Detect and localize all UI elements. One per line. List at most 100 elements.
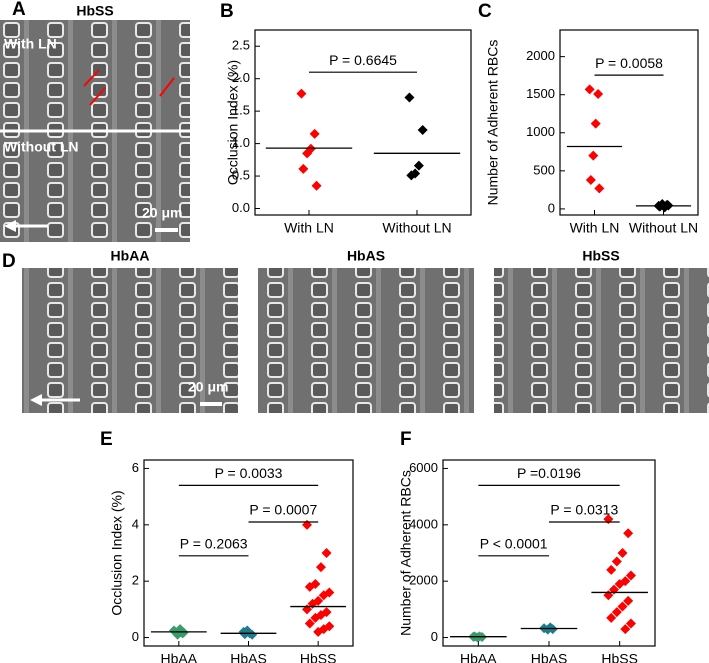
data-point bbox=[311, 180, 322, 191]
data-point bbox=[310, 612, 321, 623]
y-tick-label: 0 bbox=[431, 629, 438, 644]
data-point bbox=[309, 128, 320, 139]
x-tick-label: HbAS bbox=[230, 651, 267, 663]
flow-arrow-head bbox=[4, 220, 16, 232]
flow-arrow-head bbox=[30, 394, 42, 406]
data-point bbox=[606, 564, 617, 575]
panel-label: E bbox=[100, 429, 113, 450]
data-point bbox=[620, 624, 631, 635]
y-tick-label: 2.5 bbox=[232, 38, 250, 53]
micrograph bbox=[22, 268, 238, 413]
y-axis-label: Occlusion Index (%) bbox=[225, 60, 241, 185]
y-tick-label: 1.5 bbox=[232, 103, 250, 118]
data-point bbox=[406, 170, 417, 181]
x-tick-label: With LN bbox=[284, 220, 334, 236]
data-point bbox=[623, 595, 634, 606]
scale-label: 20 μm bbox=[142, 205, 182, 221]
data-point bbox=[593, 88, 604, 99]
data-point bbox=[594, 183, 605, 194]
image-label: With LN bbox=[4, 36, 57, 52]
x-tick-label: HbSS bbox=[601, 651, 638, 663]
p-value: P = 0.0313 bbox=[550, 502, 618, 518]
x-tick-label: With LN bbox=[570, 220, 620, 236]
data-point bbox=[617, 548, 628, 558]
data-point bbox=[625, 570, 636, 581]
image-title: HbSS bbox=[76, 3, 113, 19]
y-tick-label: 6000 bbox=[409, 460, 438, 475]
data-point bbox=[611, 607, 622, 618]
p-value: P = 0.6645 bbox=[329, 52, 397, 68]
p-value: P = 0.2063 bbox=[180, 536, 248, 552]
p-value: P =0.0196 bbox=[517, 465, 581, 481]
y-axis-label: Occlusion Index (%) bbox=[109, 490, 125, 615]
y-tick-label: 0.5 bbox=[232, 167, 250, 182]
data-point bbox=[304, 581, 315, 592]
y-tick-label: 1000 bbox=[526, 124, 555, 139]
p-value: P = 0.0033 bbox=[215, 465, 283, 481]
x-tick-label: HbAA bbox=[460, 651, 497, 663]
x-tick-label: Without LN bbox=[629, 220, 698, 236]
y-tick-label: 1.0 bbox=[232, 135, 250, 150]
y-tick-label: 500 bbox=[533, 162, 555, 177]
data-point bbox=[617, 601, 628, 612]
data-point bbox=[318, 590, 329, 601]
p-value: P < 0.0001 bbox=[480, 536, 548, 552]
image-title: HbAA bbox=[111, 248, 150, 264]
data-point bbox=[417, 124, 428, 135]
x-tick-label: HbAS bbox=[531, 651, 568, 663]
micrograph bbox=[258, 268, 474, 413]
data-point bbox=[623, 528, 634, 539]
data-point bbox=[315, 562, 326, 573]
x-tick-label: HbSS bbox=[300, 651, 337, 663]
data-point bbox=[302, 519, 313, 530]
data-point bbox=[296, 88, 307, 99]
image-title: HbAS bbox=[347, 248, 385, 264]
x-tick-label: Without LN bbox=[382, 220, 451, 236]
image-title: HbSS bbox=[582, 248, 619, 264]
data-point bbox=[542, 624, 553, 635]
arrow bbox=[89, 87, 106, 106]
y-tick-label: 1500 bbox=[526, 86, 555, 101]
y-tick-label: 6 bbox=[132, 460, 139, 475]
y-tick-label: 4 bbox=[132, 516, 139, 531]
data-point bbox=[302, 148, 313, 159]
data-point bbox=[304, 618, 315, 629]
p-value: P = 0.0058 bbox=[595, 55, 663, 71]
data-point bbox=[588, 150, 599, 161]
y-axis-label: Number of Adherent RBCs bbox=[398, 470, 414, 636]
y-tick-label: 2000 bbox=[526, 48, 555, 63]
data-point bbox=[590, 118, 601, 129]
p-value: P = 0.0007 bbox=[249, 502, 317, 518]
scale-label: 20 μm bbox=[188, 379, 228, 395]
data-point bbox=[298, 163, 309, 174]
panel-label: C bbox=[478, 1, 492, 22]
panel-label: D bbox=[2, 251, 16, 272]
y-tick-label: 4000 bbox=[409, 516, 438, 531]
data-point bbox=[584, 84, 595, 95]
data-point bbox=[313, 626, 324, 637]
data-point bbox=[614, 579, 625, 589]
data-point bbox=[654, 201, 665, 212]
arrow bbox=[159, 77, 175, 97]
y-tick-label: 0 bbox=[132, 629, 139, 644]
data-point bbox=[413, 160, 424, 171]
data-point bbox=[606, 612, 617, 623]
panel-label: A bbox=[12, 0, 26, 20]
data-point bbox=[611, 556, 622, 567]
y-tick-label: 2000 bbox=[409, 573, 438, 588]
y-tick-label: 2.0 bbox=[232, 70, 250, 85]
image-label: Without LN bbox=[4, 139, 79, 155]
plot-frame bbox=[559, 29, 699, 216]
data-point bbox=[585, 174, 596, 185]
plot-frame bbox=[254, 29, 472, 216]
y-tick-label: 0.0 bbox=[232, 200, 250, 215]
y-tick-label: 0 bbox=[548, 200, 555, 215]
panel-label: B bbox=[220, 1, 234, 22]
micrograph bbox=[494, 268, 709, 413]
data-point bbox=[625, 618, 636, 629]
arrow bbox=[83, 69, 100, 87]
y-tick-label: 2 bbox=[132, 573, 139, 588]
y-axis-label: Number of Adherent RBCs bbox=[485, 40, 501, 206]
data-point bbox=[239, 629, 250, 640]
